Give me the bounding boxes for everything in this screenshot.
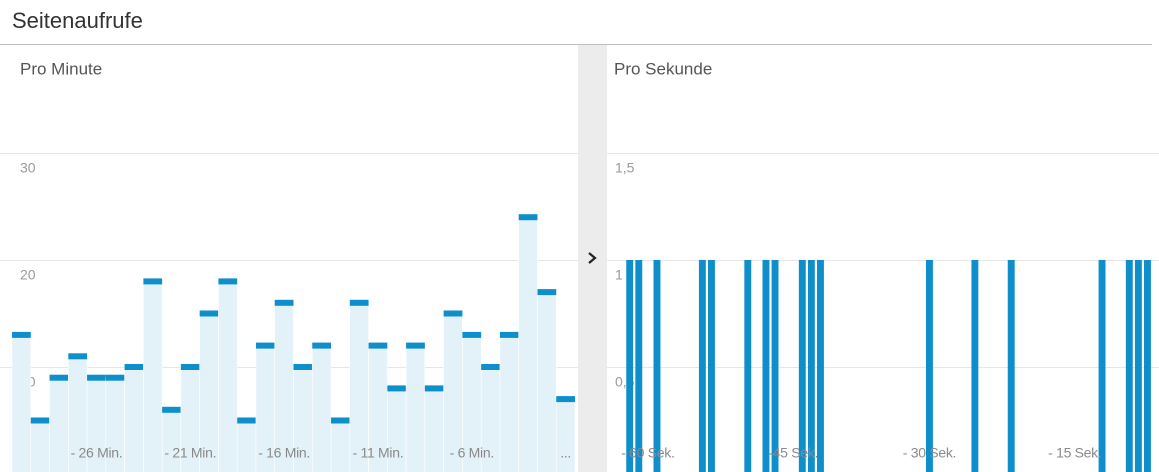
bar-cap: [274, 299, 294, 306]
bar-cap: [124, 364, 144, 370]
bar-cap: [368, 342, 388, 349]
bar-cap: [30, 417, 50, 424]
x-tick-label: - 16 Min.: [258, 445, 310, 461]
x-tick-label: - 21 Min.: [164, 445, 216, 461]
bar: [762, 260, 770, 472]
bar: [30, 420, 50, 472]
bar: [424, 388, 444, 472]
bar-cap: [349, 299, 369, 306]
x-tick-label: - 11 Min.: [353, 445, 404, 461]
bar-cap: [556, 396, 575, 403]
bar-cap: [537, 289, 557, 296]
bar: [518, 216, 538, 472]
bar: [218, 281, 238, 472]
bar-cap: [481, 364, 500, 370]
bar: [143, 281, 163, 472]
bar: [807, 260, 815, 472]
divider[interactable]: [578, 45, 607, 472]
x-tick-label: - 26 Min.: [71, 445, 123, 461]
bar-cap: [312, 342, 332, 349]
bar-cap: [162, 406, 181, 413]
x-tick-label: - 60 Sek.: [621, 445, 674, 461]
bar-cap: [49, 374, 69, 381]
bar: [653, 260, 661, 472]
bar: [926, 260, 933, 472]
bar: [161, 409, 182, 472]
bar-cap: [424, 385, 444, 392]
bar: [708, 260, 715, 472]
bar: [537, 291, 557, 472]
bar: [330, 420, 351, 472]
bar-cap: [518, 214, 538, 221]
bar-cap: [105, 374, 125, 381]
x-tick-label: -45 Sek.: [768, 445, 818, 461]
bar: [698, 260, 706, 472]
bar: [635, 260, 643, 472]
y-tick-label: 1: [615, 267, 623, 283]
bar: [771, 260, 779, 472]
bar-cap: [293, 364, 313, 370]
x-tick-label: - 30 Sek.: [903, 445, 956, 461]
x-tick-label: - 15 Sek.: [1048, 445, 1101, 461]
bar-cap: [87, 374, 106, 381]
bar-cap: [218, 278, 238, 285]
bar-cap: [180, 364, 200, 370]
bar-cap: [462, 331, 482, 338]
bar-cap: [387, 385, 407, 392]
bar: [1007, 260, 1015, 472]
bar: [798, 260, 806, 472]
bar: [1134, 260, 1142, 472]
bar: [744, 260, 752, 472]
bar-cap: [199, 310, 219, 317]
bar-cap: [68, 353, 88, 360]
bar: [1098, 260, 1106, 472]
bar-cap: [443, 310, 463, 317]
bar: [817, 260, 824, 472]
bar: [626, 260, 634, 472]
bar-cap: [237, 417, 256, 424]
y-tick-label: 1,5: [615, 160, 635, 176]
bar: [124, 366, 144, 472]
bar: [971, 260, 979, 472]
y-tick-label: 30: [20, 160, 36, 176]
x-tick-label: - 6 Min.: [450, 445, 494, 461]
panel-title: Pro Minute: [20, 59, 102, 78]
bar-cap: [499, 331, 519, 338]
bar-cap: [143, 278, 163, 285]
page-title: Seitenaufrufe: [12, 8, 143, 33]
bar: [236, 420, 257, 472]
bar: [311, 345, 332, 472]
expand-arrow[interactable]: [588, 252, 597, 264]
bar: [555, 398, 576, 472]
bar-cap: [12, 331, 31, 338]
bar: [49, 377, 69, 472]
bar-cap: [406, 342, 425, 349]
bar: [11, 334, 32, 472]
x-tick-label: ...: [560, 445, 571, 461]
bar-cap: [331, 417, 350, 424]
bar-cap: [255, 342, 275, 349]
bar: [405, 345, 426, 472]
y-tick-label: 20: [20, 267, 36, 283]
bar: [499, 334, 519, 472]
bar: [1125, 260, 1133, 472]
panel-title: Pro Sekunde: [614, 59, 712, 78]
bar: [1144, 260, 1151, 472]
